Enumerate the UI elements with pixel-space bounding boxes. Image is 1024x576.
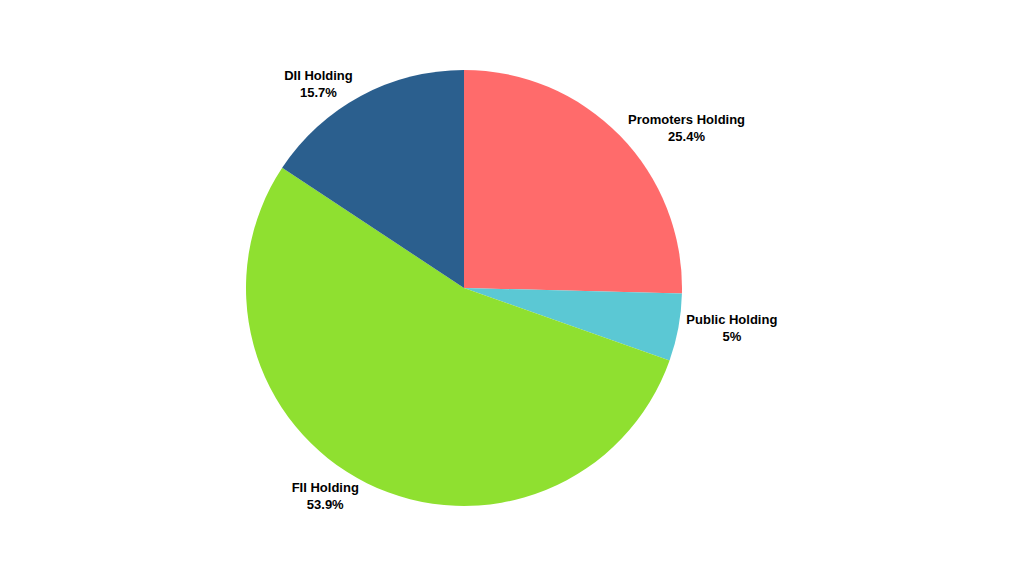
svg-text:Public Holding5%: Public Holding5% <box>686 312 777 344</box>
svg-text:DII Holding15.7%: DII Holding15.7% <box>284 68 353 100</box>
svg-text:Promoters Holding25.4%: Promoters Holding25.4% <box>628 112 745 144</box>
svg-text:FII Holding53.9%: FII Holding53.9% <box>292 480 359 512</box>
